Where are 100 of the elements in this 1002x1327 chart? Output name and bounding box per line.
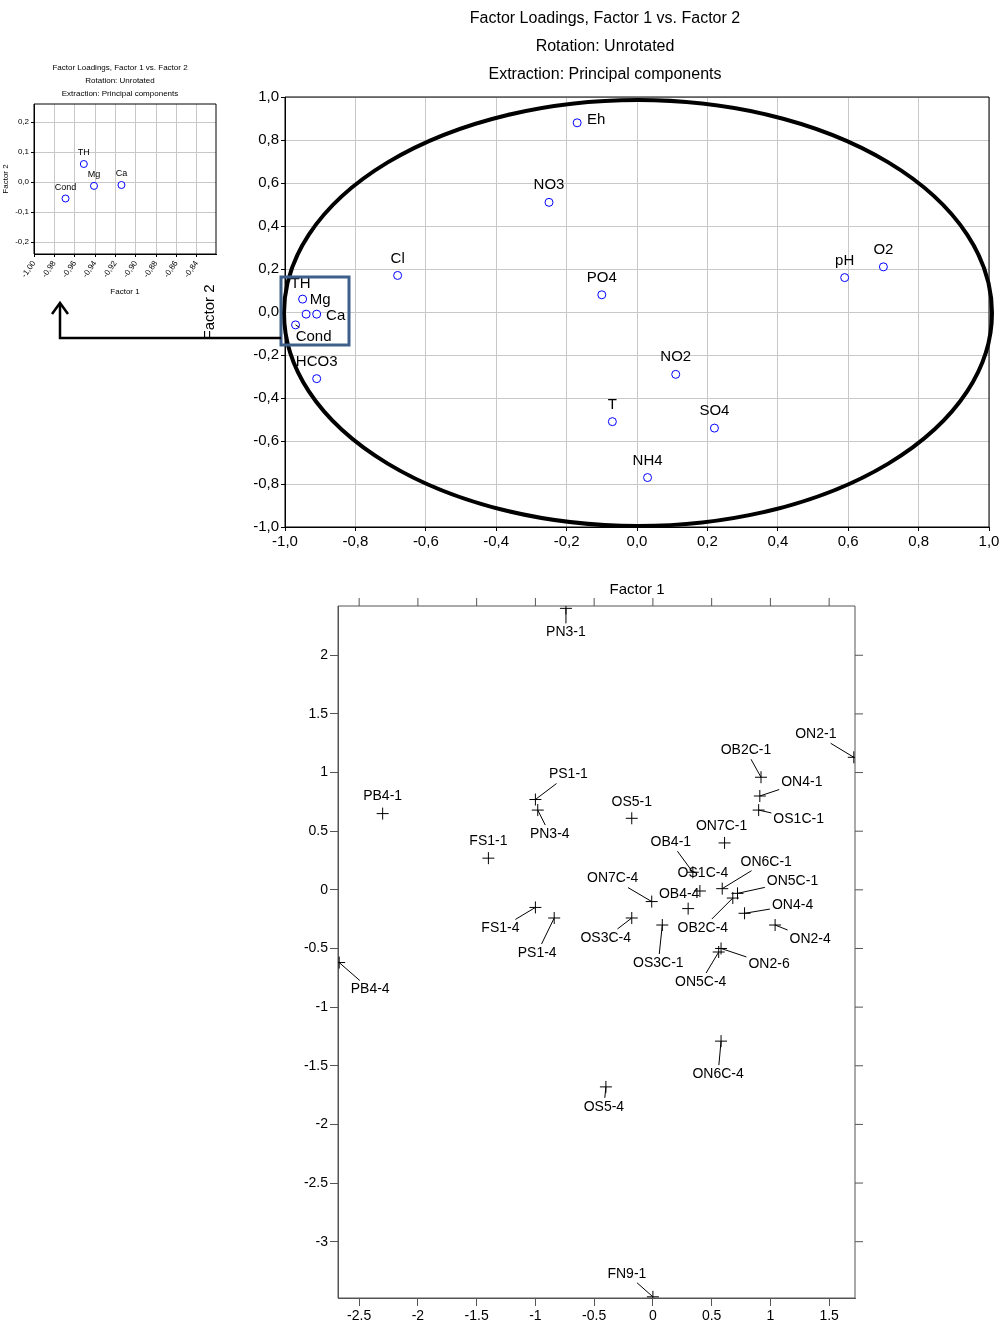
y-tick-label: -1 bbox=[315, 997, 329, 1014]
annotation: PO4 bbox=[586, 267, 617, 285]
y-tick-label: 1,0 bbox=[258, 87, 279, 105]
point bbox=[655, 918, 669, 932]
chart-title: Factor Loadings, Factor 1 vs. Factor 2 bbox=[469, 9, 741, 27]
annotation: PS1-4 bbox=[517, 943, 557, 960]
annotation: OB2C-4 bbox=[677, 918, 729, 935]
point bbox=[312, 374, 322, 384]
annotation: OB2C-1 bbox=[720, 741, 772, 758]
point bbox=[481, 851, 495, 865]
point bbox=[714, 1034, 728, 1048]
point bbox=[528, 900, 542, 914]
point bbox=[625, 911, 639, 925]
annotation: OS3C-4 bbox=[580, 928, 632, 945]
x-tick-label: -0,8 bbox=[342, 532, 369, 550]
annotation: O2 bbox=[873, 239, 894, 257]
annotation: ON2-1 bbox=[795, 725, 837, 742]
x-tick-label: -0,6 bbox=[412, 532, 439, 550]
annotation: ON4-4 bbox=[771, 896, 814, 913]
annotation: TH bbox=[77, 147, 90, 158]
x-tick-label: 0,6 bbox=[837, 532, 859, 550]
annotation: Cond bbox=[295, 327, 332, 345]
point bbox=[607, 417, 617, 427]
point bbox=[738, 906, 752, 920]
x-tick-label: -2 bbox=[411, 1307, 425, 1324]
point bbox=[752, 803, 766, 817]
point bbox=[754, 770, 768, 784]
chart-subtitle: Rotation: Unrotated Extraction: Principal components bbox=[488, 37, 722, 83]
annotation: Cond bbox=[54, 181, 77, 192]
x-axis-title: Factor 1 bbox=[609, 580, 665, 598]
point bbox=[61, 194, 70, 203]
annotation: ON6C-1 bbox=[740, 852, 793, 869]
point bbox=[301, 309, 311, 319]
y-tick-label: -0,6 bbox=[253, 431, 279, 449]
annotation: Ca bbox=[115, 168, 128, 179]
y-tick-label: -1.5 bbox=[303, 1056, 329, 1073]
point bbox=[643, 473, 653, 483]
x-tick-label: -1.5 bbox=[464, 1307, 489, 1324]
x-tick-label: 0.5 bbox=[701, 1307, 722, 1324]
y-tick-label: 1 bbox=[320, 763, 329, 780]
chart-subtitle: Rotation: Unrotated Extraction: Principal components bbox=[61, 76, 179, 99]
x-tick-label: -1 bbox=[529, 1307, 542, 1324]
point bbox=[79, 160, 88, 168]
annotation: Cl bbox=[390, 248, 405, 266]
annotation: ON5C-4 bbox=[675, 972, 727, 989]
y-tick-label: 0,2 bbox=[17, 117, 30, 127]
x-tick-label: 0,4 bbox=[767, 532, 789, 550]
annotation: PN3-4 bbox=[529, 824, 570, 841]
point bbox=[599, 1080, 613, 1094]
annotation: FS1-4 bbox=[481, 919, 520, 936]
annotation: pH bbox=[835, 250, 855, 268]
x-tick-label: 0,2 bbox=[696, 532, 718, 550]
point bbox=[718, 836, 732, 850]
annotation: ON5C-1 bbox=[766, 872, 819, 889]
annotation: NO3 bbox=[533, 175, 565, 193]
x-tick-label: 1,0 bbox=[978, 532, 1000, 550]
annotation: Mg bbox=[309, 290, 331, 308]
point bbox=[671, 369, 681, 379]
point bbox=[312, 309, 322, 319]
x-tick-label: -0.5 bbox=[582, 1307, 607, 1324]
point bbox=[117, 181, 126, 189]
point bbox=[625, 811, 639, 825]
annotation: OS3C-1 bbox=[633, 953, 684, 970]
point bbox=[528, 793, 542, 807]
point bbox=[298, 294, 308, 304]
point bbox=[768, 918, 782, 932]
annotation: PS1-1 bbox=[548, 765, 589, 782]
annotation: ON2-4 bbox=[789, 929, 831, 946]
point bbox=[645, 895, 659, 909]
point bbox=[714, 941, 728, 955]
point bbox=[731, 886, 744, 900]
point bbox=[376, 807, 390, 821]
point bbox=[712, 945, 726, 959]
annotation: SO4 bbox=[699, 401, 730, 419]
point bbox=[681, 902, 695, 916]
annotation: OS5-4 bbox=[583, 1097, 625, 1114]
annotation: OB4-1 bbox=[650, 833, 692, 850]
y-tick-label: -2.5 bbox=[303, 1173, 329, 1190]
y-axis-title: Factor 2 bbox=[1, 163, 10, 194]
annotation: OS1C-1 bbox=[773, 809, 825, 826]
point bbox=[709, 423, 719, 433]
y-tick-label: -2 bbox=[315, 1115, 329, 1132]
annotation: FS1-1 bbox=[469, 832, 508, 849]
point bbox=[572, 118, 582, 128]
annotation: Mg bbox=[87, 169, 101, 180]
point bbox=[840, 273, 850, 283]
y-tick-label: 0,1 bbox=[17, 147, 30, 157]
y-tick-label: 0.5 bbox=[308, 822, 329, 839]
point bbox=[393, 270, 403, 280]
annotation: ON2-6 bbox=[748, 955, 790, 972]
x-tick-label: -2.5 bbox=[347, 1307, 372, 1324]
y-tick-label: 1.5 bbox=[308, 704, 329, 721]
x-tick-label: 0,0 bbox=[626, 532, 648, 550]
y-tick-label: -0,8 bbox=[253, 474, 279, 492]
y-tick-label: 0,0 bbox=[17, 177, 30, 187]
y-tick-label: -0,2 bbox=[253, 345, 279, 363]
y-tick-label: 0,0 bbox=[258, 302, 279, 320]
y-tick-label: 0 bbox=[320, 880, 329, 897]
y-tick-label: 2 bbox=[320, 646, 329, 663]
x-tick-label: -1,0 bbox=[272, 532, 298, 550]
